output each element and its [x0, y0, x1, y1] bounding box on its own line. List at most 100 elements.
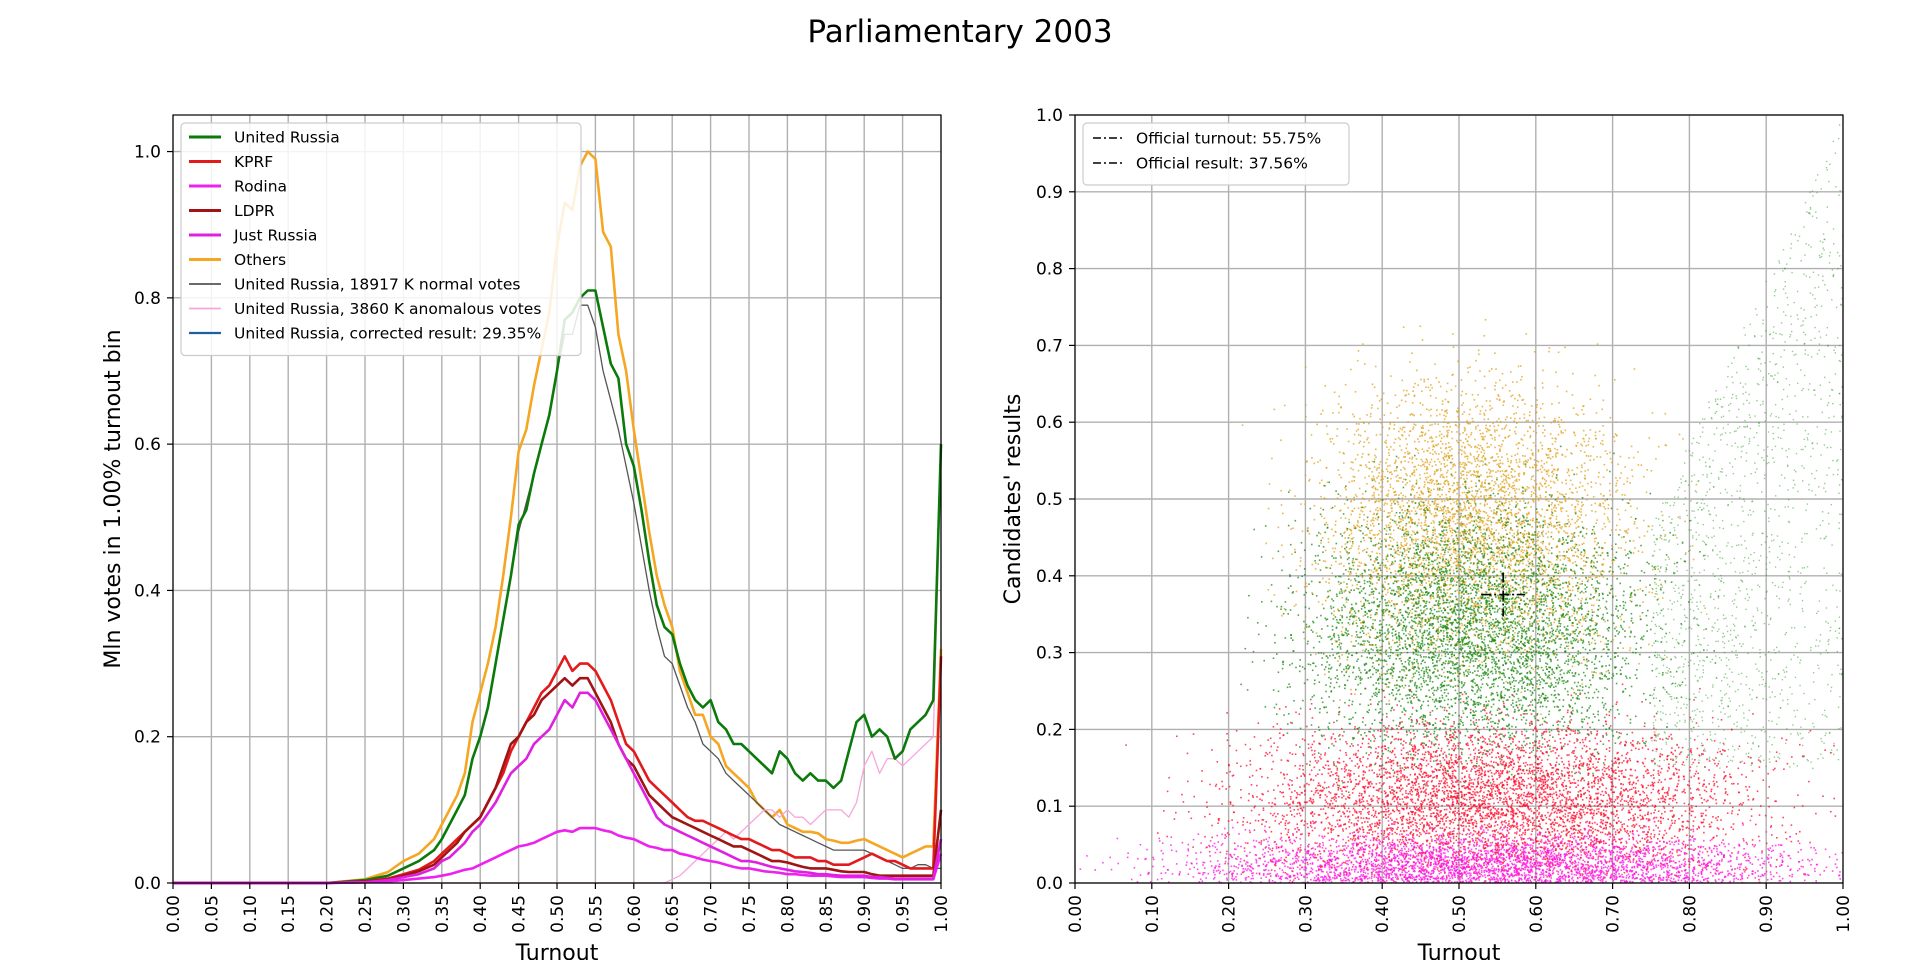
scatter-point: [1464, 571, 1467, 574]
scatter-point: [1584, 474, 1586, 477]
scatter-point: [1387, 524, 1390, 526]
scatter-point: [1311, 592, 1313, 594]
scatter-point: [1469, 559, 1471, 561]
scatter-point: [1403, 670, 1406, 673]
scatter-point: [1484, 479, 1487, 481]
scatter-point: [1455, 503, 1458, 505]
scatter-point: [1596, 455, 1598, 458]
scatter-point: [1542, 535, 1545, 538]
scatter-point: [1566, 471, 1569, 474]
scatter-point: [1416, 659, 1418, 661]
scatter-point: [1471, 553, 1474, 556]
scatter-point: [1466, 633, 1468, 635]
scatter-point: [1606, 628, 1609, 630]
scatter-point: [1498, 521, 1500, 523]
scatter-point: [1523, 533, 1525, 535]
scatter-point: [1496, 589, 1499, 592]
scatter-point: [1373, 479, 1376, 481]
scatter-point: [1525, 466, 1527, 468]
scatter-point: [1373, 560, 1376, 562]
scatter-point: [1487, 429, 1490, 432]
scatter-point: [1481, 481, 1483, 484]
scatter-point: [1338, 664, 1341, 667]
scatter-point: [1547, 536, 1549, 538]
scatter-point: [1427, 488, 1429, 491]
scatter-point: [1491, 532, 1493, 535]
scatter-point: [1376, 534, 1379, 536]
scatter-point: [1376, 569, 1378, 572]
scatter-point: [1580, 464, 1583, 467]
scatter-point: [1350, 688, 1352, 691]
scatter-point: [1582, 633, 1585, 635]
scatter-point: [1494, 481, 1496, 483]
scatter-point: [1564, 605, 1567, 608]
scatter-point: [1594, 502, 1597, 505]
scatter-point: [1436, 488, 1439, 491]
scatter-point: [1481, 592, 1483, 595]
scatter-point: [1603, 513, 1606, 515]
scatter-point: [1455, 424, 1458, 427]
scatter-point: [1506, 481, 1508, 484]
scatter-point: [1353, 620, 1355, 623]
scatter-point: [1558, 521, 1561, 523]
scatter-point: [1380, 499, 1382, 501]
scatter-point: [1568, 474, 1570, 477]
scatter-point: [1433, 514, 1435, 517]
scatter-point: [1371, 383, 1374, 386]
scatter-point: [1401, 481, 1404, 483]
scatter-point: [1384, 738, 1386, 741]
scatter-point: [1594, 540, 1596, 543]
scatter-point: [1307, 530, 1309, 533]
scatter-point: [1350, 640, 1353, 643]
scatter-point: [1565, 510, 1568, 512]
scatter-point: [1488, 528, 1490, 531]
scatter-point: [1433, 498, 1436, 500]
scatter-point: [1547, 594, 1549, 597]
scatter-point: [1373, 491, 1375, 494]
scatter-point: [1429, 696, 1432, 699]
scatter-point: [1516, 650, 1519, 653]
scatter-point: [1471, 599, 1474, 602]
scatter-point: [1576, 520, 1578, 523]
scatter-point: [1376, 598, 1379, 600]
scatter-point: [1405, 394, 1407, 396]
scatter-point: [1480, 435, 1483, 438]
scatter-point: [1422, 427, 1424, 429]
scatter-point: [1416, 566, 1419, 569]
scatter-point: [1678, 433, 1681, 436]
scatter-point: [1412, 627, 1415, 630]
scatter-point: [1461, 413, 1464, 415]
scatter-point: [1364, 430, 1366, 433]
scatter-point: [1479, 649, 1481, 651]
scatter-point: [1323, 484, 1325, 487]
scatter-point: [1500, 546, 1502, 548]
y-tick-label: 0.0: [134, 874, 161, 894]
scatter-point: [1505, 418, 1507, 421]
scatter-point: [1446, 546, 1448, 548]
scatter-point: [1306, 461, 1308, 463]
scatter-point: [1350, 467, 1352, 470]
scatter-point: [1382, 499, 1385, 501]
scatter-point: [1600, 672, 1603, 674]
scatter-point: [1460, 565, 1463, 568]
scatter-point: [1363, 441, 1366, 443]
scatter-point: [1488, 482, 1491, 485]
scatter-point: [1569, 559, 1571, 561]
scatter-point: [1382, 558, 1385, 561]
scatter-point: [1402, 326, 1405, 328]
scatter-point: [1483, 412, 1485, 415]
scatter-point: [1446, 644, 1449, 646]
scatter-point: [1363, 642, 1365, 645]
scatter-point: [1327, 538, 1330, 540]
scatter-point: [1646, 469, 1648, 471]
scatter-point: [1421, 584, 1423, 586]
scatter-point: [1484, 481, 1486, 484]
scatter-point: [1305, 415, 1307, 418]
scatter-point: [1407, 576, 1410, 579]
scatter-point: [1560, 568, 1563, 570]
scatter-point: [1456, 484, 1459, 486]
scatter-point: [1513, 541, 1516, 544]
x-tick-label: 0.85: [817, 895, 837, 933]
scatter-point: [1564, 500, 1567, 503]
scatter-point: [1493, 536, 1495, 539]
